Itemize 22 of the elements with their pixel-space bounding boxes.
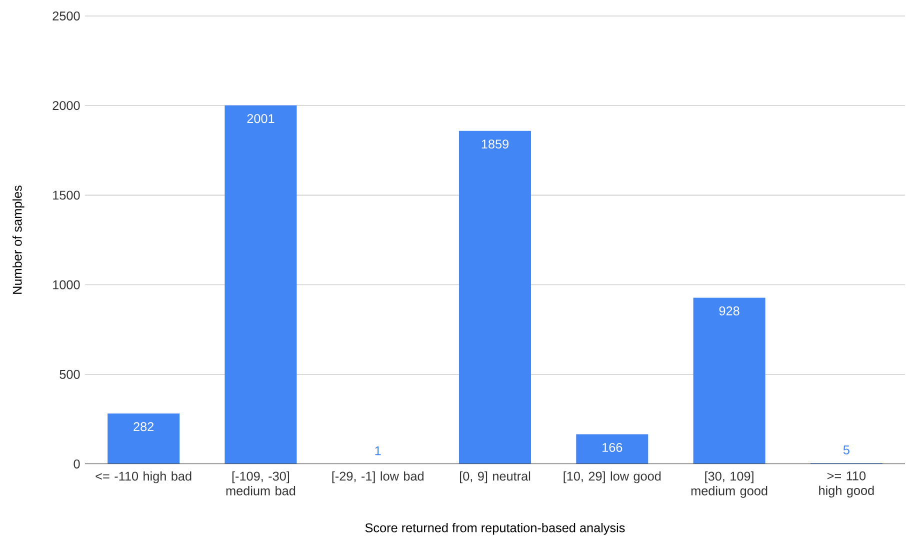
- y-tick-label: 1500: [53, 190, 80, 200]
- data-label: 928: [719, 306, 740, 316]
- y-tick-label: 2000: [52, 101, 80, 110]
- x-tick-label: <= -110 high bad: [96, 471, 192, 484]
- x-tick-label: [30, 109] medium good: [691, 471, 768, 498]
- data-label: 282: [134, 422, 154, 432]
- x-tick-label: [-109, -30] medium bad: [226, 471, 296, 496]
- y-axis-title: Number of samples: [12, 186, 24, 294]
- x-tick-label: >= 110 high good: [819, 471, 874, 498]
- y-tick-label: 500: [60, 370, 80, 379]
- data-label: 1859: [482, 140, 508, 149]
- x-axis-title: Score returned from reputation-based analysis: [365, 522, 625, 535]
- x-tick-label: [0, 9] neutral: [460, 471, 530, 484]
- x-tick-label: [-29, -1] low bad: [332, 471, 424, 484]
- y-tick-label: 0: [74, 460, 80, 468]
- data-label: 5: [843, 446, 850, 454]
- data-label: 1: [375, 446, 381, 456]
- x-tick-label: [10, 29] low good: [564, 471, 661, 484]
- data-label: 166: [602, 442, 622, 452]
- y-tick-label: 1000: [53, 280, 80, 290]
- y-tick-label: 2500: [52, 12, 80, 20]
- data-label: 2001: [247, 114, 274, 124]
